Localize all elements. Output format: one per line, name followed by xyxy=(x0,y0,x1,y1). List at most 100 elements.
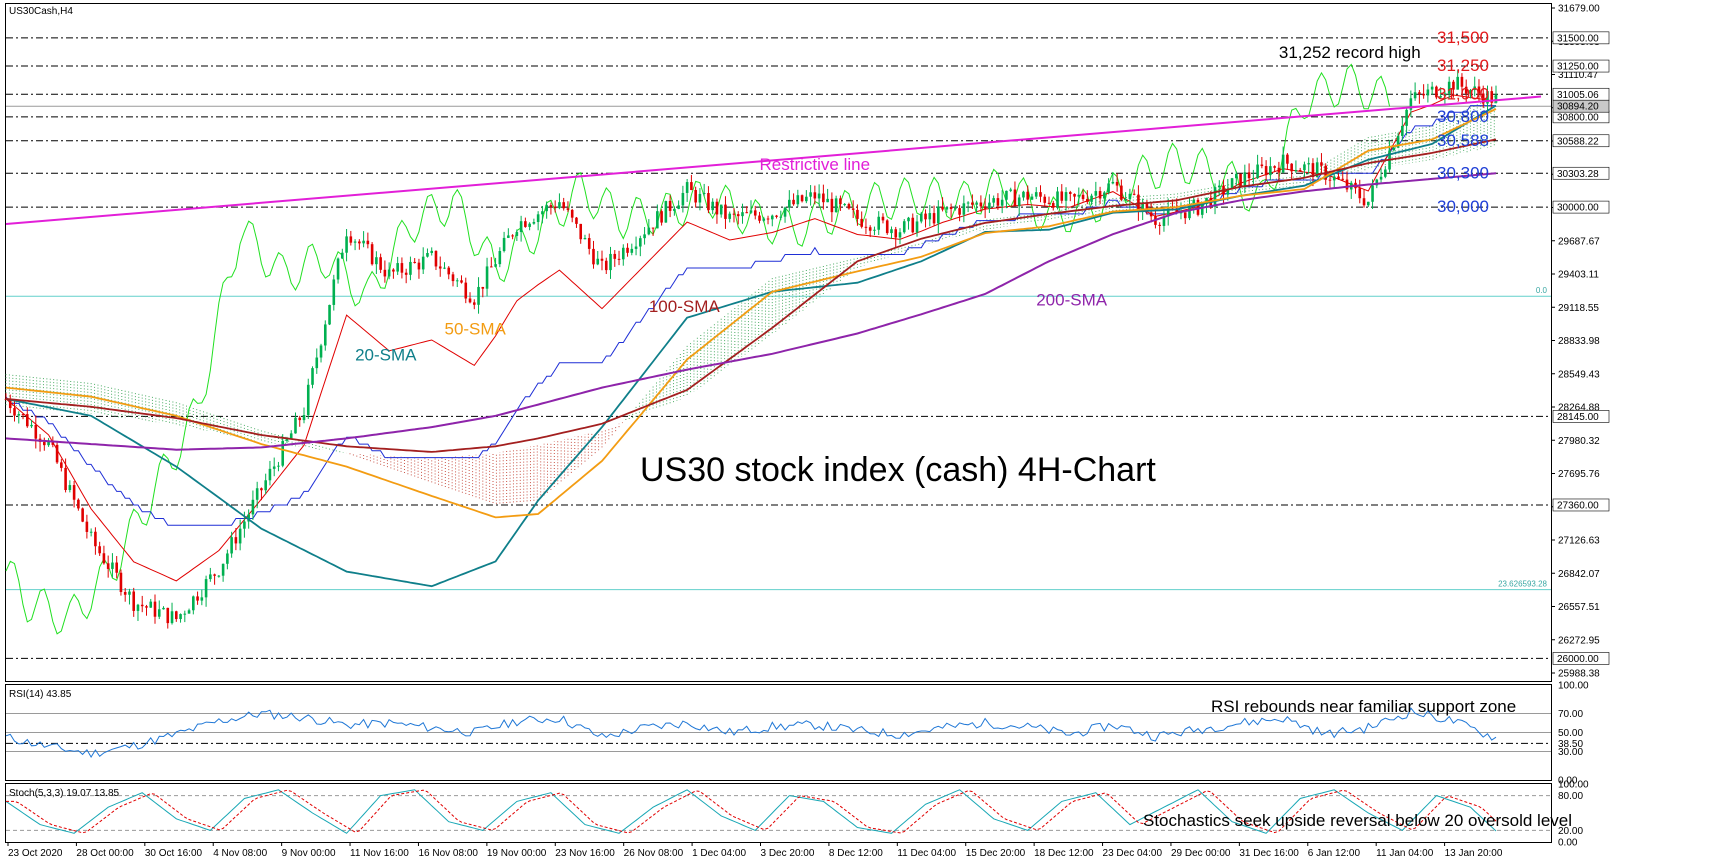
candle-body xyxy=(728,213,732,219)
level-tag-text: 30000.00 xyxy=(1557,203,1599,214)
candle-body xyxy=(681,192,685,206)
candle-body xyxy=(758,215,761,221)
candle-body xyxy=(204,579,208,598)
candle-body xyxy=(55,444,59,463)
price-axis: 31679.0031395.0331110.4730825.9130541.34… xyxy=(1551,4,1610,680)
candle-body xyxy=(932,213,936,224)
candle-body xyxy=(1132,193,1136,195)
candle-body xyxy=(813,192,817,199)
candle-body xyxy=(336,258,340,280)
level-label-5: 30,300 xyxy=(1437,163,1489,182)
candle-body xyxy=(426,252,429,257)
candle-body xyxy=(724,204,727,219)
rsi-line xyxy=(5,707,1497,758)
time-tick-label: 18 Dec 12:00 xyxy=(1034,848,1094,859)
candle-body xyxy=(1426,89,1430,96)
candle-body xyxy=(1460,76,1464,87)
candle-body xyxy=(128,591,131,595)
candle-body xyxy=(1418,92,1421,94)
candle-body xyxy=(1443,93,1447,97)
candle-body xyxy=(996,198,1000,206)
candle-body xyxy=(98,546,101,554)
candle-body xyxy=(1311,163,1315,177)
price-tick-label: 26842.07 xyxy=(1558,569,1600,580)
candle-body xyxy=(587,238,591,249)
candle-body xyxy=(1345,179,1349,190)
candle-body xyxy=(353,241,357,243)
candle-body xyxy=(690,182,693,191)
candle-body xyxy=(1469,90,1472,94)
candle-body xyxy=(1051,203,1055,208)
time-tick-label: 4 Nov 08:00 xyxy=(213,848,267,859)
candle-body xyxy=(358,241,361,244)
candle-body xyxy=(621,247,625,260)
level-tag-text: 31005.06 xyxy=(1557,90,1599,101)
stoch-tick-label: 20.00 xyxy=(1558,826,1583,837)
candle-body xyxy=(826,198,829,203)
level-tag-box xyxy=(1552,59,1610,73)
candle-body xyxy=(779,216,783,218)
stoch-label: Stoch(5,3,3) 19.07 13.85 xyxy=(9,788,120,799)
candle-body xyxy=(123,591,127,595)
level-label-4: 30,588 xyxy=(1437,131,1489,150)
candle-body xyxy=(89,531,93,533)
candle-body xyxy=(677,205,680,209)
candle-body xyxy=(1452,81,1455,90)
candle-body xyxy=(332,279,336,305)
rsi-tick-label: 70.00 xyxy=(1558,709,1583,720)
annotation-5: 200-SMA xyxy=(1036,290,1108,309)
tenkan-line xyxy=(5,94,1497,582)
candle-body xyxy=(1315,162,1319,177)
stoch-d-line xyxy=(6,789,1497,834)
level-tag-text: 30303.28 xyxy=(1557,169,1599,180)
main-panel-frame xyxy=(5,3,1552,682)
candle-body xyxy=(1281,154,1285,173)
candle-body xyxy=(145,606,148,608)
price-tick-label: 28833.98 xyxy=(1558,336,1600,347)
candle-body xyxy=(460,280,463,283)
candle-body xyxy=(17,414,21,416)
candle-body xyxy=(247,514,250,522)
candle-body xyxy=(592,248,595,265)
candle-body xyxy=(115,562,118,573)
time-tick-label: 19 Nov 00:00 xyxy=(487,848,547,859)
candle-body xyxy=(745,212,749,214)
candle-body xyxy=(954,208,957,210)
candle-body xyxy=(511,235,514,237)
level-tag-box xyxy=(1552,31,1610,45)
candle-body xyxy=(698,193,702,203)
candle-body xyxy=(1124,199,1127,201)
candle-body xyxy=(864,226,868,228)
candle-body xyxy=(519,221,523,233)
candle-body xyxy=(1183,212,1187,219)
candle-body xyxy=(541,211,544,215)
candle-body xyxy=(447,267,451,275)
candle-body xyxy=(451,274,455,282)
candle-body xyxy=(1269,166,1272,176)
price-tick-label: 27126.63 xyxy=(1558,536,1600,547)
candle-body xyxy=(1401,125,1404,136)
candle-body xyxy=(736,214,740,217)
candle-body xyxy=(1298,169,1302,171)
candle-body xyxy=(979,202,983,207)
candle-body xyxy=(209,574,212,580)
candle-body xyxy=(251,499,255,515)
series-line-restrictive-line xyxy=(5,95,1542,226)
candle-body xyxy=(1030,196,1034,200)
candle-body xyxy=(157,609,161,617)
candle-body xyxy=(881,216,885,221)
candle-body xyxy=(775,215,778,217)
candle-body xyxy=(809,192,812,197)
candle-body xyxy=(1320,162,1323,166)
candle-body xyxy=(579,223,583,240)
candle-body xyxy=(711,201,714,211)
time-tick-label: 9 Nov 00:00 xyxy=(282,848,336,859)
candle-body xyxy=(1307,163,1310,165)
candle-body xyxy=(1111,181,1115,184)
candle-body xyxy=(634,246,638,249)
candle-body xyxy=(319,345,323,358)
rsi-tick-label: 100.00 xyxy=(1558,681,1589,692)
candle-body xyxy=(792,199,795,205)
candle-body xyxy=(753,210,757,216)
candle-body xyxy=(1273,166,1276,168)
